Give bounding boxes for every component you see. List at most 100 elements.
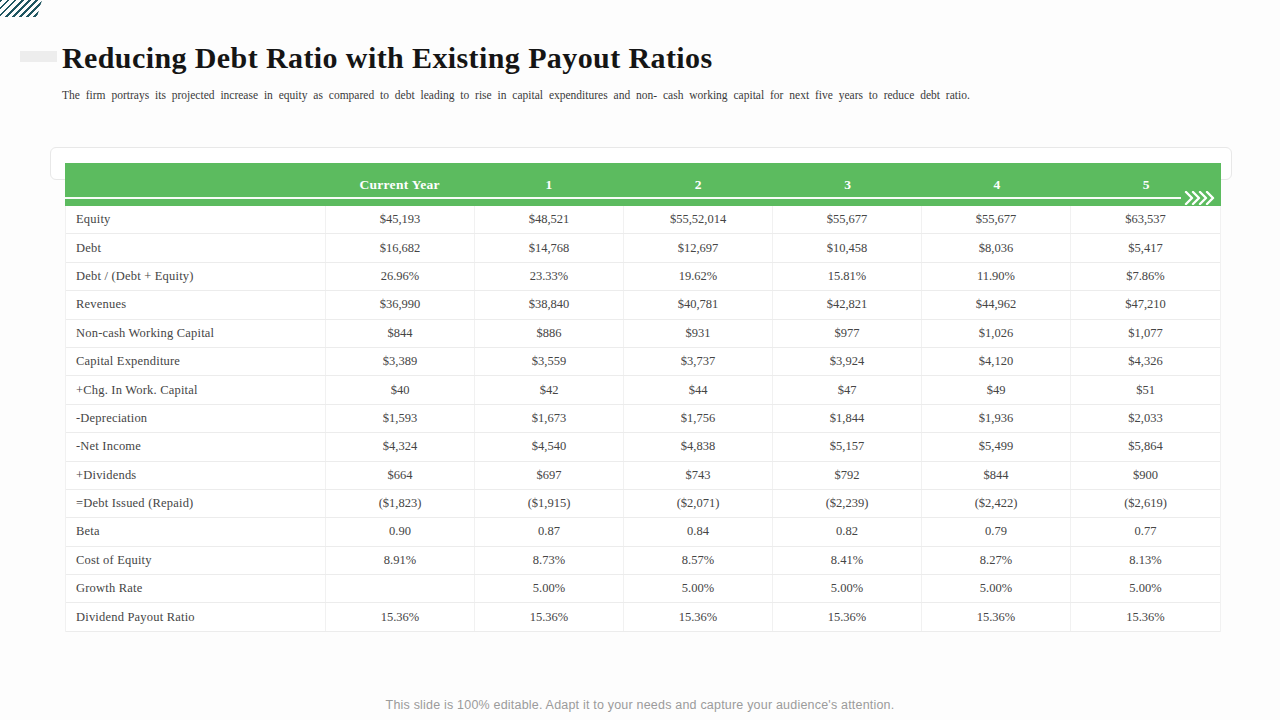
cell-value: $51 <box>1071 376 1220 403</box>
cell-value: $1,756 <box>624 405 773 432</box>
cell-value: $4,540 <box>475 433 624 460</box>
cell-value: $5,417 <box>1071 234 1220 261</box>
cell-value: $12,697 <box>624 234 773 261</box>
header-cell-3: 3 <box>773 177 922 193</box>
table-row: Non-cash Working Capital$844$886$931$977… <box>66 320 1220 348</box>
corner-hatch-icon <box>0 0 42 17</box>
cell-value: $55,677 <box>773 206 922 233</box>
cell-value: 0.82 <box>773 518 922 545</box>
cell-value: 8.73% <box>475 547 624 574</box>
presentation-slide: Reducing Debt Ratio with Existing Payout… <box>0 0 1280 720</box>
cell-value: ($2,239) <box>773 490 922 517</box>
cell-value: 26.96% <box>326 263 475 290</box>
row-label: Beta <box>66 518 326 545</box>
cell-value: $8,036 <box>922 234 1071 261</box>
row-label: -Net Income <box>66 433 326 460</box>
cell-value: $900 <box>1071 462 1220 489</box>
cell-value: $42 <box>475 376 624 403</box>
cell-value: $4,838 <box>624 433 773 460</box>
table-row: Cost of Equity8.91%8.73%8.57%8.41%8.27%8… <box>66 547 1220 575</box>
table-row: =Debt Issued (Repaid)($1,823)($1,915)($2… <box>66 490 1220 518</box>
cell-value: $5,864 <box>1071 433 1220 460</box>
row-label: +Dividends <box>66 462 326 489</box>
cell-value: 0.90 <box>326 518 475 545</box>
row-label: Capital Expenditure <box>66 348 326 375</box>
row-label: -Depreciation <box>66 405 326 432</box>
cell-value: $664 <box>326 462 475 489</box>
cell-value <box>326 575 475 602</box>
table-header-row: Current Year12345 <box>65 163 1221 206</box>
cell-value: $1,026 <box>922 320 1071 347</box>
cell-value: 15.36% <box>773 603 922 630</box>
cell-value: 5.00% <box>1071 575 1220 602</box>
row-label: Cost of Equity <box>66 547 326 574</box>
corner-gray-accent <box>20 51 57 62</box>
page-title: Reducing Debt Ratio with Existing Payout… <box>62 38 962 78</box>
table-row: Beta0.900.870.840.820.790.77 <box>66 518 1220 546</box>
cell-value: ($2,422) <box>922 490 1071 517</box>
cell-value: $743 <box>624 462 773 489</box>
cell-value: 0.87 <box>475 518 624 545</box>
row-label: Debt / (Debt + Equity) <box>66 263 326 290</box>
cell-value: $42,821 <box>773 291 922 318</box>
row-label: Dividend Payout Ratio <box>66 603 326 630</box>
row-label: Equity <box>66 206 326 233</box>
cell-value: $14,768 <box>475 234 624 261</box>
cell-value: $931 <box>624 320 773 347</box>
editable-note: This slide is 100% editable. Adapt it to… <box>0 698 1280 712</box>
cell-value: 5.00% <box>922 575 1071 602</box>
cell-value: $3,389 <box>326 348 475 375</box>
cell-value: 15.36% <box>624 603 773 630</box>
cell-value: $3,737 <box>624 348 773 375</box>
cell-value: $40 <box>326 376 475 403</box>
cell-value: $1,673 <box>475 405 624 432</box>
cell-value: $886 <box>475 320 624 347</box>
cell-value: 5.00% <box>624 575 773 602</box>
table-row: Equity$45,193$48,521$55,52,014$55,677$55… <box>66 206 1220 234</box>
chevron-right-icon <box>1184 191 1218 205</box>
cell-value: $47,210 <box>1071 291 1220 318</box>
cell-value: $38,840 <box>475 291 624 318</box>
cell-value: 5.00% <box>475 575 624 602</box>
cell-value: 8.13% <box>1071 547 1220 574</box>
cell-value: $5,499 <box>922 433 1071 460</box>
cell-value: $36,990 <box>326 291 475 318</box>
cell-value: 8.91% <box>326 547 475 574</box>
table-body: Equity$45,193$48,521$55,52,014$55,677$55… <box>65 206 1221 632</box>
cell-value: $3,924 <box>773 348 922 375</box>
cell-value: 0.84 <box>624 518 773 545</box>
table-row: Capital Expenditure$3,389$3,559$3,737$3,… <box>66 348 1220 376</box>
cell-value: $47 <box>773 376 922 403</box>
table-row: -Depreciation$1,593$1,673$1,756$1,844$1,… <box>66 405 1220 433</box>
cell-value: 0.77 <box>1071 518 1220 545</box>
cell-value: $55,677 <box>922 206 1071 233</box>
cell-value: $16,682 <box>326 234 475 261</box>
cell-value: 15.81% <box>773 263 922 290</box>
cell-value: 8.27% <box>922 547 1071 574</box>
cell-value: $792 <box>773 462 922 489</box>
cell-value: 5.00% <box>773 575 922 602</box>
row-label: +Chg. In Work. Capital <box>66 376 326 403</box>
cell-value: 15.36% <box>1071 603 1220 630</box>
header-divider-line <box>65 197 1181 199</box>
cell-value: $4,120 <box>922 348 1071 375</box>
table-row: Debt$16,682$14,768$12,697$10,458$8,036$5… <box>66 234 1220 262</box>
cell-value: ($1,915) <box>475 490 624 517</box>
cell-value: $44,962 <box>922 291 1071 318</box>
cell-value: 8.41% <box>773 547 922 574</box>
cell-value: $45,193 <box>326 206 475 233</box>
cell-value: $1,077 <box>1071 320 1220 347</box>
table-row: Growth Rate5.00%5.00%5.00%5.00%5.00% <box>66 575 1220 603</box>
cell-value: $10,458 <box>773 234 922 261</box>
cell-value: 23.33% <box>475 263 624 290</box>
cell-value: $697 <box>475 462 624 489</box>
row-label: Growth Rate <box>66 575 326 602</box>
cell-value: 15.36% <box>326 603 475 630</box>
cell-value: $1,936 <box>922 405 1071 432</box>
header-cell-2: 2 <box>624 177 773 193</box>
row-label: Revenues <box>66 291 326 318</box>
cell-value: $844 <box>922 462 1071 489</box>
cell-value: $7.86% <box>1071 263 1220 290</box>
cell-value: $977 <box>773 320 922 347</box>
cell-value: $44 <box>624 376 773 403</box>
